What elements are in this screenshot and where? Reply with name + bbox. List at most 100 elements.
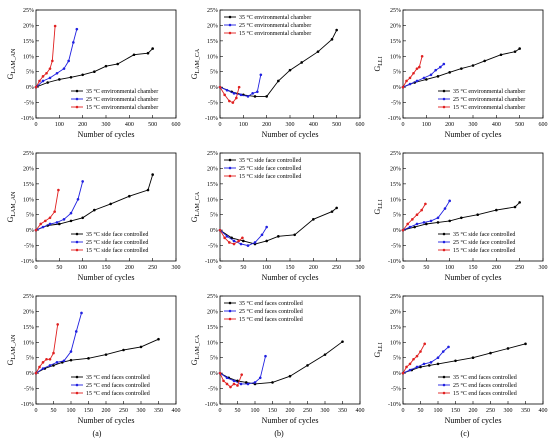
data-point bbox=[306, 364, 309, 367]
y-tick-label: 20% bbox=[207, 166, 218, 172]
data-point bbox=[69, 350, 73, 353]
data-point bbox=[76, 197, 80, 201]
y-tick-label: -5% bbox=[208, 387, 218, 393]
x-tick-label: 50 bbox=[418, 408, 424, 414]
data-point bbox=[513, 50, 517, 53]
y-tick-label: -5% bbox=[208, 101, 218, 107]
data-point bbox=[48, 67, 52, 70]
x-axis-label: Number of cycles bbox=[445, 416, 502, 425]
x-axis-label: Number of cycles bbox=[262, 130, 319, 139]
legend-entry: 15 °C environmental chamber bbox=[453, 104, 525, 111]
y-axis-label: GLAM_AN bbox=[6, 48, 17, 79]
y-tick-label: -5% bbox=[24, 101, 34, 107]
legend-marker bbox=[75, 105, 79, 109]
data-point bbox=[34, 228, 38, 232]
data-point bbox=[44, 219, 47, 223]
data-point bbox=[228, 241, 231, 244]
legend-marker bbox=[75, 232, 79, 236]
data-point bbox=[423, 342, 427, 346]
data-point bbox=[81, 180, 84, 183]
x-tick-label: 0 bbox=[35, 122, 38, 128]
legend-entry: 35 °C side face controlled bbox=[86, 231, 148, 238]
x-tick-label: 50 bbox=[423, 265, 429, 271]
x-tick-label: 250 bbox=[486, 408, 495, 414]
data-point bbox=[34, 85, 38, 89]
legend-marker bbox=[75, 240, 79, 244]
x-tick-label: 400 bbox=[539, 408, 548, 414]
data-point bbox=[415, 79, 419, 83]
x-tick-label: 150 bbox=[451, 408, 460, 414]
legend-marker bbox=[75, 391, 79, 395]
legend-marker bbox=[442, 232, 446, 236]
data-point bbox=[330, 210, 334, 213]
legend-marker bbox=[228, 158, 232, 162]
x-tick-label: 300 bbox=[469, 122, 478, 128]
data-point bbox=[75, 27, 79, 31]
data-point bbox=[232, 382, 236, 386]
data-point bbox=[460, 216, 463, 220]
data-point bbox=[288, 68, 292, 72]
data-point bbox=[415, 365, 419, 369]
y-tick-label: -10% bbox=[205, 116, 218, 122]
y-tick-label: 5% bbox=[393, 356, 401, 362]
data-point bbox=[58, 78, 61, 81]
data-point bbox=[506, 347, 510, 350]
data-point bbox=[45, 357, 48, 361]
x-tick-label: 200 bbox=[125, 265, 134, 271]
data-point bbox=[412, 71, 415, 75]
data-point bbox=[253, 241, 257, 244]
data-point bbox=[225, 376, 229, 380]
data-point bbox=[425, 78, 428, 81]
chart-panel: 0 50 100 150 200 250 300 350 400 -10% -5% 0% 5% 10% 15… bbox=[190, 294, 365, 425]
y-tick-label: 20% bbox=[390, 166, 401, 172]
data-point bbox=[62, 359, 66, 363]
data-point bbox=[265, 95, 268, 98]
data-point bbox=[513, 205, 517, 209]
y-axis-label: GLLI bbox=[373, 342, 384, 357]
y-tick-label: 0% bbox=[393, 371, 401, 377]
data-point bbox=[483, 59, 486, 63]
data-point bbox=[408, 362, 412, 366]
x-tick-label: 100 bbox=[78, 265, 87, 271]
x-tick-label: 150 bbox=[102, 265, 111, 271]
y-axis-label: GLLI bbox=[373, 56, 384, 71]
x-tick-label: 300 bbox=[172, 265, 181, 271]
y-tick-label: -10% bbox=[21, 259, 34, 265]
x-tick-label: 100 bbox=[434, 408, 443, 414]
data-point bbox=[69, 75, 73, 79]
data-point bbox=[223, 93, 226, 97]
y-tick-label: -10% bbox=[21, 116, 34, 122]
data-point bbox=[157, 337, 160, 341]
legend-marker bbox=[228, 15, 232, 19]
data-point bbox=[341, 340, 344, 343]
data-point bbox=[55, 361, 59, 364]
x-tick-label: 300 bbox=[102, 122, 111, 128]
legend-marker bbox=[442, 89, 446, 93]
chart-panel: 0 50 100 150 200 250 300 -10% -5% 0% 5% 10% 15% 20% 25… bbox=[373, 151, 548, 282]
x-tick-label: 500 bbox=[332, 122, 341, 128]
x-tick-label: 0 bbox=[219, 408, 222, 414]
data-point bbox=[415, 222, 419, 226]
data-point bbox=[235, 96, 238, 100]
legend-entry: 35 °C environmental chamber bbox=[453, 88, 525, 95]
data-point bbox=[41, 367, 45, 370]
data-point bbox=[146, 188, 150, 192]
data-point bbox=[225, 235, 229, 238]
data-point bbox=[52, 364, 55, 367]
data-point bbox=[104, 353, 108, 356]
y-axis-label: GLAM_AN bbox=[6, 334, 17, 365]
y-tick-label: 15% bbox=[23, 325, 34, 331]
data-point bbox=[41, 361, 45, 364]
x-tick-label: 400 bbox=[309, 122, 318, 128]
data-point bbox=[460, 67, 463, 70]
x-tick-label: 350 bbox=[338, 408, 347, 414]
y-tick-label: 10% bbox=[23, 197, 34, 203]
data-point bbox=[128, 194, 131, 198]
legend-entry: 35 °C environmental chamber bbox=[86, 88, 158, 95]
y-tick-label: 25% bbox=[390, 294, 401, 300]
legend-marker bbox=[228, 23, 232, 27]
legend-entry: 15 °C environmental chamber bbox=[239, 30, 311, 37]
x-tick-label: 300 bbox=[539, 265, 548, 271]
data-point bbox=[225, 382, 229, 386]
x-tick-label: 200 bbox=[469, 408, 478, 414]
